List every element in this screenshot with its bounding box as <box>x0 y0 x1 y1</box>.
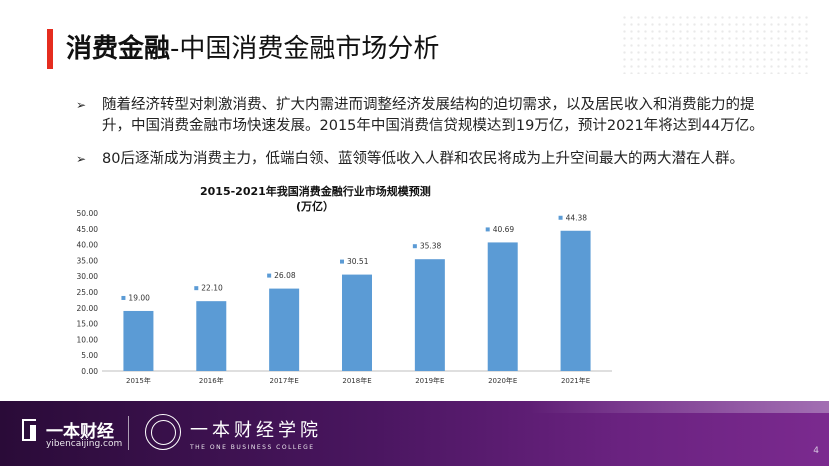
y-tick-label: 0.00 <box>81 367 98 376</box>
data-label: 44.38 <box>566 213 588 222</box>
data-label: 22.10 <box>201 284 223 293</box>
x-tick-label: 2020年E <box>488 376 517 385</box>
data-label-marker <box>340 259 344 264</box>
bullet-text: 80后逐渐成为消费主力，低端白领、蓝领等低收入人群和农民将成为上升空间最大的两大… <box>102 151 744 167</box>
footer-divider <box>128 416 129 450</box>
bar <box>269 288 300 371</box>
title-rest: -中国消费金融市场分析 <box>170 34 440 64</box>
title-bold: 消费金融 <box>66 34 171 64</box>
bullet-item: ➢ 80后逐渐成为消费主力，低端白领、蓝领等低收入人群和农民将成为上升空间最大的… <box>76 149 776 170</box>
x-tick-label: 2017年E <box>270 376 299 385</box>
data-label: 30.51 <box>347 257 369 266</box>
bar <box>123 310 154 371</box>
y-tick-label: 25.00 <box>77 288 99 297</box>
x-tick-label: 2019年E <box>415 376 444 385</box>
data-label-marker <box>485 227 490 232</box>
college-seal-icon <box>145 414 181 450</box>
data-label-marker <box>194 286 199 291</box>
y-tick-label: 50.00 <box>77 209 99 218</box>
chart-unit: (万亿） <box>296 200 335 213</box>
bar-chart: 0.00 5.00 10.00 15.00 20.00 25.00 30.00 35.00 40… <box>77 209 612 385</box>
data-label: 35.38 <box>420 242 442 251</box>
footer-highlight <box>529 401 829 413</box>
y-tick-label: 5.00 <box>81 351 98 360</box>
x-tick-label: 2015年 <box>126 376 151 385</box>
brand-url: yibencaijing.com <box>46 439 123 449</box>
data-label-marker <box>121 295 126 300</box>
chart-title-block: 2015-2021年我国消费金融行业市场规模预测 (万亿） <box>200 184 460 214</box>
bar <box>196 301 227 371</box>
arrow-bullet-icon: ➢ <box>76 98 87 112</box>
college-name-en: THE ONE BUSINESS COLLEGE <box>190 444 315 451</box>
page-title: 消费金融-中国消费金融市场分析 <box>66 30 439 68</box>
brand-name: 一本财经 <box>46 422 114 442</box>
data-label: 26.08 <box>274 271 296 280</box>
x-tick-label: 2018年E <box>342 376 371 385</box>
y-tick-label: 20.00 <box>77 304 99 313</box>
decorative-dot-pattern <box>621 14 811 74</box>
bar <box>560 230 591 371</box>
brand-logo-icon-inner <box>30 425 36 441</box>
x-tick-label: 2021年E <box>561 376 590 385</box>
x-tick-label: 2016年 <box>199 376 224 385</box>
data-label: 19.00 <box>128 293 150 302</box>
data-label-marker <box>267 273 272 278</box>
y-tick-label: 40.00 <box>77 241 99 250</box>
bullet-list: ➢ 随着经济转型对刺激消费、扩大内需进而调整经济发展结构的迫切需求，以及居民收入… <box>76 95 776 182</box>
college-logo: 一本财经学院 THE ONE BUSINESS COLLEGE <box>190 416 322 451</box>
data-label-marker <box>558 215 563 220</box>
bar <box>487 242 518 371</box>
bullet-item: ➢ 随着经济转型对刺激消费、扩大内需进而调整经济发展结构的迫切需求，以及居民收入… <box>76 95 776 137</box>
bar <box>342 274 372 371</box>
title-accent-bar <box>47 29 53 69</box>
brand-logo-icon <box>22 419 36 441</box>
data-label: 40.69 <box>493 225 515 234</box>
arrow-bullet-icon: ➢ <box>76 152 87 166</box>
page-number: 4 <box>813 446 819 456</box>
bar <box>414 259 445 371</box>
data-label-marker <box>412 244 417 249</box>
y-tick-label: 45.00 <box>77 225 99 234</box>
bullet-text: 随着经济转型对刺激消费、扩大内需进而调整经济发展结构的迫切需求，以及居民收入和消… <box>102 97 764 134</box>
college-name-cn: 一本财经学院 <box>190 420 322 441</box>
y-tick-label: 30.00 <box>77 272 99 281</box>
y-tick-label: 15.00 <box>77 320 99 329</box>
y-tick-label: 35.00 <box>77 256 99 265</box>
chart-title: 2015-2021年我国消费金融行业市场规模预测 <box>200 185 431 198</box>
y-tick-label: 10.00 <box>77 335 99 344</box>
